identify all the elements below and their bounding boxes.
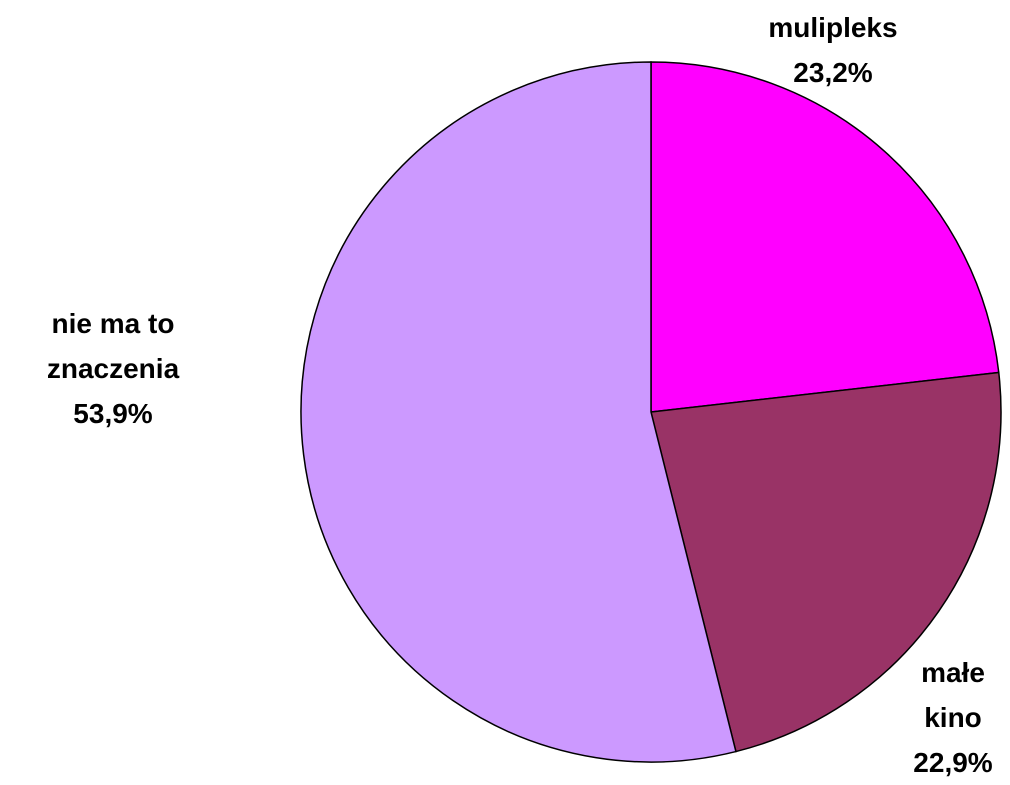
slice-label: małe kino	[921, 657, 985, 733]
slice-label: nie ma to znaczenia	[46, 308, 180, 384]
pie-slice	[650, 61, 1000, 413]
pie-slice	[300, 61, 737, 763]
slice-value-label: 22,9%	[913, 747, 993, 778]
slice-value-label: 53,9%	[73, 398, 153, 429]
slice-label: mulipleks	[768, 12, 898, 43]
pie-slice	[650, 371, 1002, 753]
slice-value-label: 23,2%	[793, 57, 873, 88]
